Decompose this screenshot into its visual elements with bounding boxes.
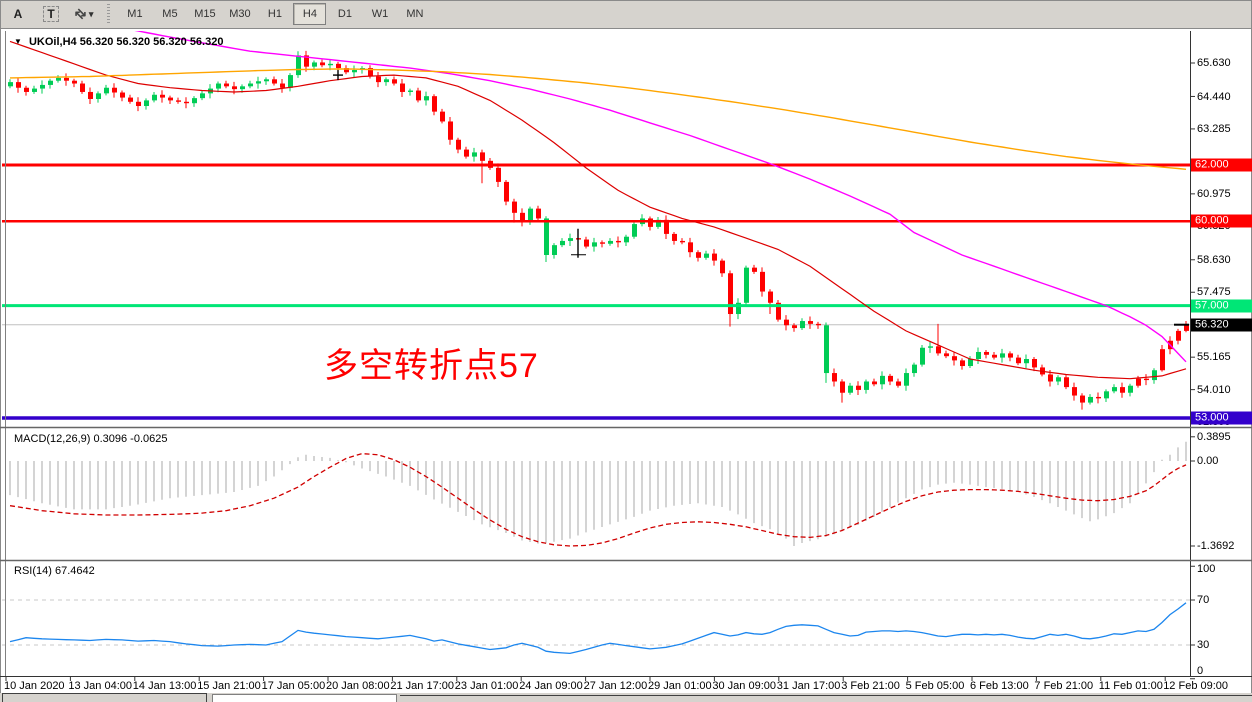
date-axis-label: 7 Feb 21:00 <box>1034 680 1094 692</box>
price-level-badge: 53.000 <box>1191 411 1252 425</box>
date-axis-label: 31 Jan 17:00 <box>776 680 841 692</box>
price-level-badge: 57.000 <box>1191 299 1252 313</box>
price-axis-label: 64.440 <box>1197 90 1231 103</box>
date-axis-label: 13 Jan 04:00 <box>68 680 133 692</box>
pointer-tool-button[interactable]: ⇄ ▾ <box>72 3 96 25</box>
rsi-axis-label: 70 <box>1197 594 1210 606</box>
dropdown-caret-icon: ▾ <box>88 8 94 19</box>
timeframe-button-group: M1 M5 M15 M30 H1 H4 D1 W1 MN <box>118 3 433 25</box>
timeframe-button-H1[interactable]: H1 <box>267 8 282 20</box>
rsi-indicator-label: RSI(14) 67.4642 <box>14 565 95 577</box>
chart-title: ▼ UKOil,H4 56.320 56.320 56.320 56.320 <box>14 36 223 48</box>
timeframe-button-M1[interactable]: M1 <box>127 8 143 20</box>
macd-axis-min-label: -1.3692 <box>1197 540 1235 552</box>
timeframe-button-MN[interactable]: MN <box>406 8 424 20</box>
date-axis-label: 30 Jan 09:00 <box>712 680 777 692</box>
date-axis-label: 23 Jan 01:00 <box>454 680 519 692</box>
toolbar-grip <box>107 4 111 24</box>
date-axis-label: 21 Jan 17:00 <box>390 680 455 692</box>
price-axis-label: 57.475 <box>1197 286 1231 299</box>
timeframe-button-M5[interactable]: M5 <box>162 8 178 20</box>
text-tool-button[interactable]: A <box>6 3 30 25</box>
chart-title-text: UKOil,H4 56.320 56.320 56.320 56.320 <box>28 36 224 48</box>
macd-axis-max-label: 0.3895 <box>1197 431 1231 443</box>
timeframe-button-W1[interactable]: W1 <box>371 8 389 20</box>
date-axis-label: 3 Feb 21:00 <box>841 680 900 692</box>
timeframe-button-M15[interactable]: M15 <box>194 8 216 20</box>
date-axis-label: 20 Jan 08:00 <box>326 680 390 692</box>
timeframe-button-H4[interactable]: H4 <box>293 3 327 25</box>
timeframe-button-M30[interactable]: M30 <box>229 8 251 20</box>
date-axis-label: 24 Jan 09:00 <box>519 680 583 692</box>
date-axis-label: 11 Feb 01:00 <box>1098 680 1163 692</box>
price-axis-label: 65.630 <box>1197 57 1231 69</box>
timeframe-button-D1[interactable]: D1 <box>337 8 352 20</box>
macd-axis-zero-label: 0.00 <box>1197 455 1219 467</box>
date-axis-label: 27 Jan 12:00 <box>583 680 648 692</box>
label-tool-icon: T <box>43 6 59 22</box>
price-axis-label: 60.975 <box>1197 187 1231 200</box>
price-level-badge: 62.000 <box>1191 158 1252 172</box>
chart-text-annotation[interactable]: 多空转折点57 <box>324 347 539 385</box>
date-axis-label: 14 Jan 13:00 <box>132 680 197 692</box>
price-axis-label: 54.010 <box>1197 383 1231 396</box>
rsi-axis-label: 0 <box>1197 665 1204 677</box>
date-axis-label: 6 Feb 13:00 <box>970 680 1029 692</box>
toolbar: A T ⇄ ▾ M1 M5 M15 M30 H1 H4 D1 W1 MN <box>0 0 1252 29</box>
date-axis-label: 10 Jan 2020 <box>4 680 65 692</box>
rsi-axis-label: 100 <box>1197 563 1216 575</box>
price-level-badge: 60.000 <box>1191 214 1252 228</box>
current-price-badge: 56.320 <box>1191 318 1252 332</box>
price-axis-label: 55.165 <box>1197 351 1231 364</box>
date-axis-label: 17 Jan 05:00 <box>261 680 326 692</box>
price-axis-label: 58.630 <box>1197 253 1231 266</box>
date-axis-label: 5 Feb 05:00 <box>905 680 965 692</box>
date-axis-label: 12 Feb 09:00 <box>1163 680 1229 692</box>
date-axis-label: 15 Jan 21:00 <box>197 680 261 692</box>
price-axis-label: 63.285 <box>1197 122 1231 135</box>
rsi-axis-label: 30 <box>1197 639 1210 651</box>
date-axis-label: 29 Jan 01:00 <box>648 680 712 692</box>
label-tool-button[interactable]: T <box>39 3 63 25</box>
macd-indicator-label: MACD(12,26,9) 0.3096 -0.0625 <box>14 433 168 445</box>
collapse-triangle-icon[interactable]: ▼ <box>14 37 22 46</box>
